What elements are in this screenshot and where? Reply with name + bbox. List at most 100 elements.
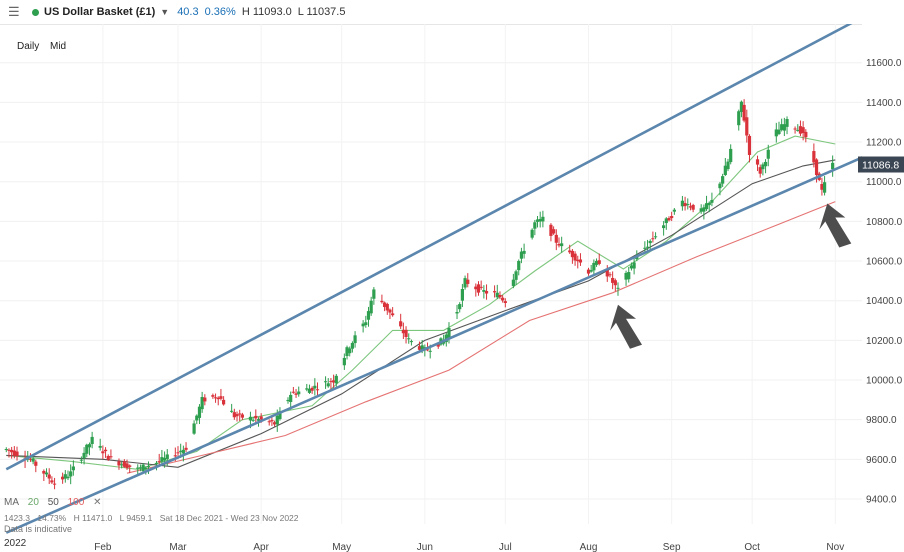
candle-body (120, 464, 124, 466)
candle-body (643, 247, 647, 249)
session-low: L 11037.5 (297, 6, 346, 18)
candle-body (739, 101, 744, 113)
candle-body (511, 279, 515, 286)
x-tick-label: Feb (94, 542, 112, 552)
candle-body (197, 406, 202, 418)
candle-body (707, 202, 711, 206)
candle-body (517, 260, 521, 271)
candle-body (146, 466, 151, 468)
candle-body (573, 253, 577, 261)
candle-body (326, 383, 330, 387)
candle-body (192, 423, 196, 434)
candle-body (278, 411, 282, 420)
y-tick-label: 11000.0 (866, 177, 902, 188)
ma-label: MA (4, 497, 19, 508)
x-tick-label: May (332, 542, 351, 552)
candle-body (310, 387, 314, 391)
candle-body (385, 303, 389, 311)
candle-body (796, 129, 800, 131)
candle-body (745, 117, 749, 136)
candle-body (538, 218, 542, 222)
candle-body (291, 391, 295, 393)
candle-body (417, 346, 422, 350)
candle-body (586, 269, 591, 274)
candle-body (702, 207, 706, 212)
x-tick-label: Mar (169, 542, 187, 552)
range-stats: 1423.3 14.73% H 11471.0 L 9459.1 Sat 18 … (4, 513, 304, 523)
candle-body (117, 461, 121, 466)
candle-body (240, 414, 244, 418)
candle-body (82, 452, 86, 459)
chevron-down-icon[interactable]: ▼ (160, 7, 170, 17)
range-change: 1423.3 (4, 513, 30, 523)
candle-body (667, 218, 671, 221)
candle-body (514, 271, 518, 280)
candle-body (503, 301, 507, 304)
candle-body (184, 447, 188, 450)
candle-body (616, 287, 620, 289)
candle-body (103, 449, 108, 452)
candle-body (162, 457, 167, 461)
candle-body (560, 243, 564, 247)
candle-body (482, 290, 486, 292)
toolbar: ☰ US Dollar Basket (£1) ▼ 40.3 0.36% H 1… (0, 0, 904, 25)
candle-body (173, 455, 177, 457)
candle-body (747, 135, 752, 155)
candle-body (519, 251, 524, 259)
candle-body (211, 395, 215, 397)
y-tick-label: 10800.0 (866, 217, 903, 228)
ma20-label: 20 (27, 497, 39, 508)
candle-body (404, 329, 408, 337)
candle-body (549, 224, 553, 236)
candle-body (699, 208, 703, 212)
price-change-percent: 0.36% (204, 6, 236, 18)
indicator-legend[interactable]: MA 20 50 100 ✕ (4, 497, 107, 508)
candle-body (425, 349, 430, 351)
candle-body (230, 410, 234, 412)
range-change-percent: 14.73% (37, 513, 67, 523)
candle-body (578, 259, 583, 263)
candle-body (216, 397, 220, 400)
candle-body (256, 419, 261, 421)
ma50-line (6, 159, 836, 468)
trend-channel-upper[interactable] (5, 24, 870, 471)
candle-body (101, 451, 105, 454)
candle-body (653, 236, 658, 238)
menu-icon[interactable]: ☰ (8, 4, 20, 19)
candle-body (254, 415, 258, 419)
trend-channel-lower[interactable] (5, 152, 871, 534)
candle-body (498, 294, 502, 298)
candle-body (428, 350, 432, 352)
timeframe-daily[interactable]: Daily (17, 41, 40, 52)
x-tick-label: Jul (499, 542, 512, 552)
y-tick-label: 11400.0 (866, 98, 902, 109)
candle-body (704, 203, 709, 210)
price-type-mid[interactable]: Mid (50, 41, 67, 52)
candle-body (353, 335, 357, 344)
candle-body (31, 458, 35, 462)
candle-body (774, 129, 778, 137)
candle-body (267, 421, 271, 423)
candle-body (15, 451, 19, 457)
candle-body (407, 338, 411, 340)
candle-body (79, 459, 84, 461)
candle-body (474, 286, 478, 290)
candle-body (315, 389, 320, 391)
candle-body (409, 341, 414, 343)
candle-body (203, 397, 207, 402)
candle-body (4, 449, 8, 451)
candlestick-chart[interactable]: 9400.0 9600.0 9800.0 10000.0 10200.0 10400.0 1… (0, 24, 904, 552)
instrument-title[interactable]: US Dollar Basket (£1) (44, 6, 156, 18)
candle-body (165, 454, 169, 460)
candle-body (66, 476, 70, 479)
candle-body (522, 250, 526, 254)
close-icon[interactable]: ✕ (93, 497, 102, 508)
candle-body (270, 420, 274, 422)
candle-body (766, 149, 770, 159)
candle-body (721, 176, 725, 184)
candle-body (782, 124, 786, 131)
candle-body (7, 449, 11, 451)
candle-body (10, 449, 14, 453)
candle-body (369, 300, 373, 314)
y-tick-label: 9400.0 (866, 495, 897, 506)
